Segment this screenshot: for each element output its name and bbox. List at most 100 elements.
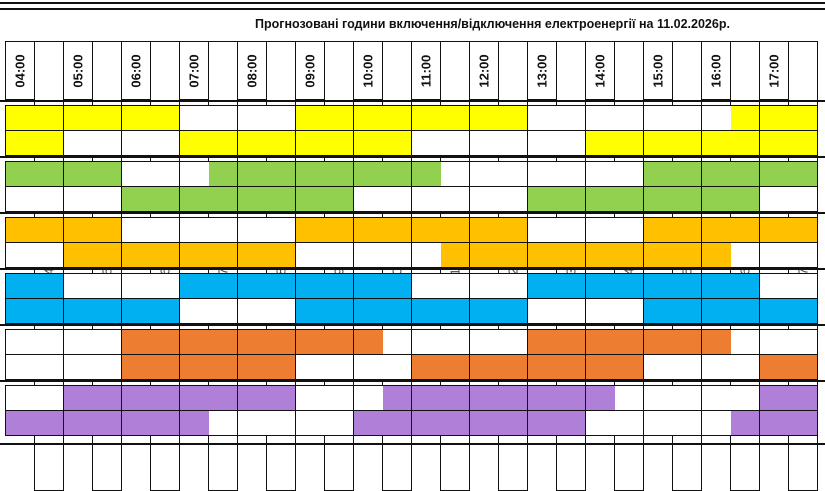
half-hour-slot xyxy=(180,330,209,354)
group-separator xyxy=(0,324,825,326)
half-hour-slot xyxy=(296,106,325,130)
hour-cell xyxy=(411,273,470,299)
half-hour-slot xyxy=(614,274,643,298)
half-hour-slot xyxy=(64,243,93,267)
half-hour-slot xyxy=(266,330,295,354)
hour-cell xyxy=(759,385,818,411)
half-hour-slot xyxy=(702,411,731,435)
half-hour-slot xyxy=(498,162,527,186)
half-hour-slot xyxy=(64,162,93,186)
half-hour-slot xyxy=(412,386,441,410)
half-hour-slot xyxy=(324,243,353,267)
time-column-header: 16:00 xyxy=(701,41,731,100)
half-hour-slot xyxy=(730,330,759,354)
half-hour-slot xyxy=(672,411,701,435)
time-label: 11:00 xyxy=(418,54,434,87)
hour-cell xyxy=(643,105,702,131)
half-hour-slot xyxy=(788,187,817,211)
half-hour-slot xyxy=(266,106,295,130)
hour-cell xyxy=(411,298,470,324)
half-hour-slot xyxy=(644,355,673,379)
half-hour-slot xyxy=(354,330,383,354)
hour-cell xyxy=(701,161,760,187)
half-hour-slot xyxy=(266,299,295,323)
half-hour-slot xyxy=(64,218,93,242)
hour-cell xyxy=(643,273,702,299)
time-label: 10:00 xyxy=(360,53,376,88)
half-hour-slot xyxy=(730,162,759,186)
hour-cell xyxy=(237,161,296,187)
hour-cell xyxy=(469,130,528,156)
hour-cell xyxy=(121,273,180,299)
hour-cell xyxy=(527,410,586,436)
half-hour-slot xyxy=(440,162,469,186)
half-hour-slot xyxy=(296,299,325,323)
hour-cell xyxy=(585,273,644,299)
hour-cell xyxy=(295,354,354,380)
half-hour-slot xyxy=(266,243,295,267)
half-hour-slot xyxy=(324,355,353,379)
half-hour-slot xyxy=(614,355,643,379)
half-hour-slot xyxy=(412,162,441,186)
half-hour-slot xyxy=(150,274,179,298)
half-hour-slot xyxy=(672,243,701,267)
half-hour-slot xyxy=(6,162,35,186)
half-hour-slot xyxy=(354,299,383,323)
half-hour-slot xyxy=(266,187,295,211)
half-hour-slot xyxy=(788,386,817,410)
hour-cell xyxy=(411,186,470,212)
time-label: 14:00 xyxy=(592,53,608,88)
hour-cell xyxy=(237,186,296,212)
hour-cell xyxy=(469,242,528,268)
schedule-row xyxy=(0,385,825,411)
half-hour-slot xyxy=(556,386,585,410)
time-column-header: 09:00 xyxy=(295,41,325,100)
half-hour-slot xyxy=(644,218,673,242)
half-hour-slot xyxy=(498,386,527,410)
half-hour-slot xyxy=(208,162,237,186)
hour-cell xyxy=(5,161,64,187)
half-hour-slot xyxy=(122,330,151,354)
half-hour-slot xyxy=(556,411,585,435)
hour-cell xyxy=(295,217,354,243)
half-hour-slot xyxy=(412,299,441,323)
hour-cell xyxy=(63,161,122,187)
half-hour-slot xyxy=(266,131,295,155)
half-hour-slot xyxy=(354,131,383,155)
half-hour-slot xyxy=(208,187,237,211)
half-hour-slot xyxy=(122,106,151,130)
half-hour-slot xyxy=(64,330,93,354)
hour-cell xyxy=(411,410,470,436)
half-hour-slot xyxy=(440,411,469,435)
time-column-header: 06:00 xyxy=(121,41,151,100)
half-hour-slot xyxy=(470,299,499,323)
hour-cell xyxy=(411,217,470,243)
hour-cell xyxy=(469,217,528,243)
half-hour-slot xyxy=(92,274,121,298)
hour-cell xyxy=(63,130,122,156)
hour-cell xyxy=(701,410,760,436)
half-hour-slot xyxy=(440,355,469,379)
half-hour-slot xyxy=(238,299,267,323)
half-hour-slot xyxy=(6,106,35,130)
half-hour-slot xyxy=(382,411,411,435)
time-label: 16:00 xyxy=(708,53,724,88)
half-hour-slot xyxy=(122,187,151,211)
half-hour-slot xyxy=(730,355,759,379)
half-hour-slot xyxy=(788,411,817,435)
half-hour-slot xyxy=(208,131,237,155)
hour-cell xyxy=(527,105,586,131)
half-hour-slot xyxy=(672,355,701,379)
half-hour-slot xyxy=(470,274,499,298)
hour-cell xyxy=(759,329,818,355)
half-hour-slot xyxy=(34,131,63,155)
schedule-row xyxy=(0,105,825,131)
half-hour-slot xyxy=(92,187,121,211)
half-hour-slot xyxy=(64,355,93,379)
hour-cell xyxy=(759,273,818,299)
half-hour-slot xyxy=(586,106,615,130)
half-hour-slot xyxy=(556,162,585,186)
hour-cell xyxy=(411,161,470,187)
hour-cell xyxy=(179,105,238,131)
hour-cell xyxy=(179,354,238,380)
